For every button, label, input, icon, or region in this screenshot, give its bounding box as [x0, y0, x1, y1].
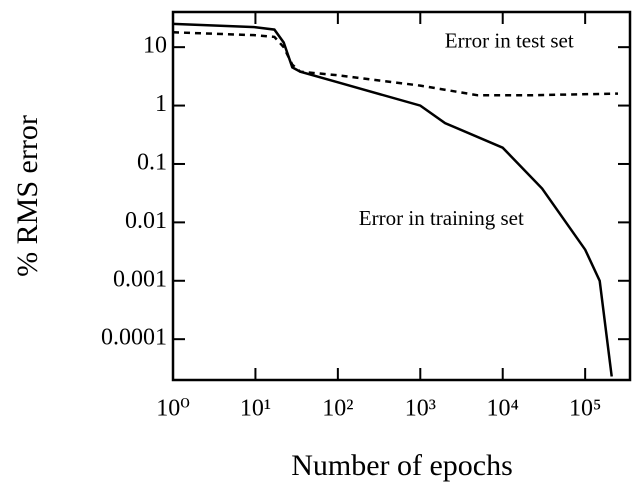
plot-frame [171, 10, 632, 382]
y-tick-label: 0.001 [113, 266, 167, 292]
x-tick-label: 10⁵ [569, 396, 601, 422]
x-tick-label: 10⁰ [156, 396, 190, 422]
x-tick-label: 10³ [405, 396, 436, 422]
x-axis-title: Number of epochs [291, 449, 513, 482]
y-tick-label: 0.0001 [101, 325, 167, 351]
series-line [172, 31, 619, 97]
x-tick-label: 10² [322, 396, 353, 422]
y-axis-title: % RMS error [11, 115, 44, 277]
y-tick-label: 0.01 [125, 208, 167, 234]
annotation: Error in training set [359, 206, 524, 230]
x-tick-label: 10⁴ [487, 396, 519, 422]
x-tick-label: 10¹ [240, 396, 271, 422]
y-tick-label: 0.1 [137, 149, 167, 175]
annotation: Error in test set [445, 28, 574, 52]
y-tick-label: 1 [155, 91, 167, 117]
y-tick-label: 10 [143, 33, 167, 59]
series-line [172, 22, 613, 377]
